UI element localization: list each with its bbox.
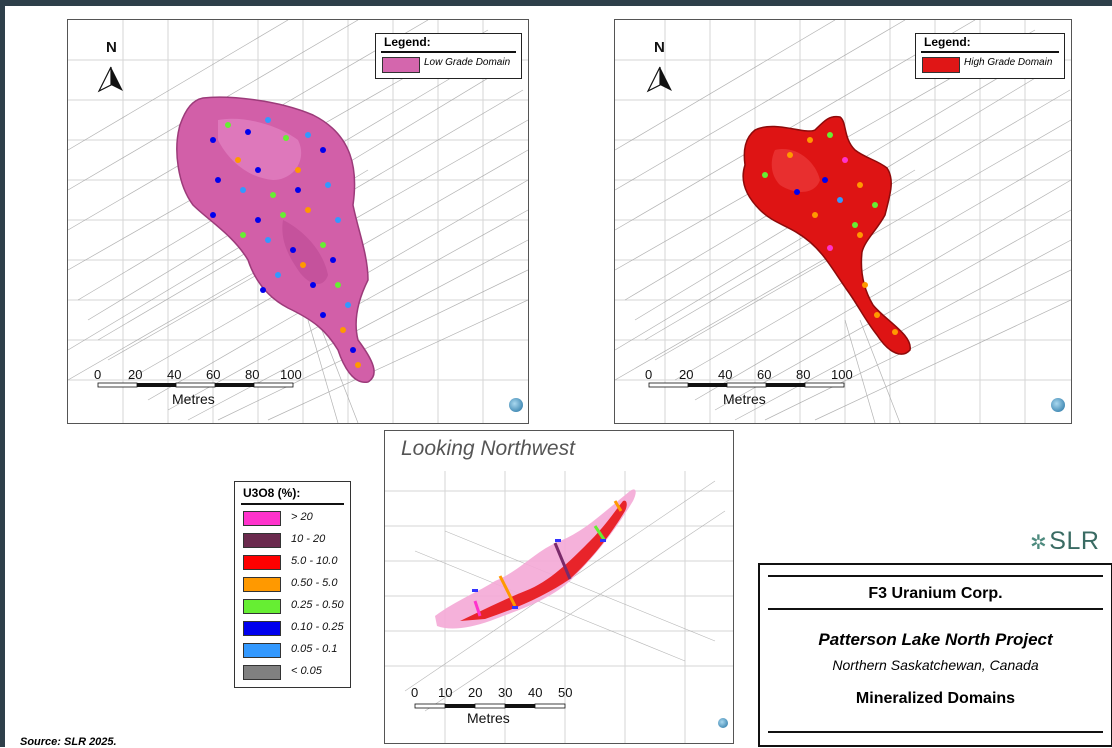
- high-grade-map-graphic: [615, 20, 1071, 423]
- swatch: [243, 511, 281, 526]
- legend-item-label: 0.25 - 0.50: [291, 599, 344, 611]
- north-label: N: [654, 39, 665, 56]
- scale-tick: 40: [167, 367, 182, 382]
- legend-divider: [921, 51, 1059, 53]
- legend-label: Low Grade Domain: [424, 57, 511, 68]
- section-scalebar-graphic: [414, 703, 566, 709]
- scale-tick: 0: [94, 367, 102, 382]
- swatch: [243, 599, 281, 614]
- legend-title: Legend:: [384, 35, 431, 49]
- scale-tick: 80: [245, 367, 260, 382]
- low-grade-legend: Legend: Low Grade Domain: [375, 33, 522, 79]
- u3o8-grade-legend: U3O8 (%): > 20 10 - 20 5.0 - 10.0 0.50 -…: [234, 481, 351, 688]
- legend-label: High Grade Domain: [964, 57, 1053, 68]
- swatch: [243, 555, 281, 570]
- orientation-globe-icon: [1051, 398, 1065, 412]
- legend-item: 5.0 - 10.0: [243, 553, 348, 571]
- scale-tick: 0: [411, 685, 419, 700]
- scale-unit: Metres: [172, 391, 215, 407]
- swatch: [243, 643, 281, 658]
- scale-tick: 0: [645, 367, 653, 382]
- legend-title: Legend:: [924, 35, 971, 49]
- legend-item: > 20: [243, 509, 348, 527]
- legend-item: < 0.05: [243, 663, 348, 681]
- high-grade-legend: Legend: High Grade Domain: [915, 33, 1065, 79]
- low-grade-scalebar-graphic: [97, 382, 294, 388]
- slr-logo-text: SLR: [1049, 527, 1100, 555]
- title-block: F3 Uranium Corp. Patterson Lake North Pr…: [758, 563, 1112, 747]
- legend-divider: [381, 51, 516, 53]
- scale-tick: 60: [206, 367, 221, 382]
- legend-item-label: > 20: [291, 511, 313, 523]
- title-block-rule: [768, 575, 1103, 577]
- view-direction-title: Looking Northwest: [401, 437, 575, 460]
- scale-unit: Metres: [467, 710, 510, 726]
- figure-title: Mineralized Domains: [855, 690, 1016, 707]
- scale-tick: 40: [718, 367, 733, 382]
- legend-divider: [241, 503, 344, 505]
- legend-item: 10 - 20: [243, 531, 348, 549]
- section-view: Looking Northwest 0 10 20 30 40 50 Metre…: [384, 430, 734, 744]
- north-label: N: [106, 39, 117, 56]
- high-grade-swatch: [922, 57, 960, 73]
- title-block-rule: [768, 608, 1103, 610]
- slr-asterisk-icon: ✲: [1030, 532, 1048, 554]
- low-grade-map-graphic: [68, 20, 528, 423]
- legend-item: 0.25 - 0.50: [243, 597, 348, 615]
- legend-item-label: < 0.05: [291, 665, 322, 677]
- legend-item: 0.05 - 0.1: [243, 641, 348, 659]
- scale-tick: 60: [757, 367, 772, 382]
- swatch: [243, 621, 281, 636]
- legend-item-label: 0.05 - 0.1: [291, 643, 338, 655]
- scale-unit: Metres: [723, 391, 766, 407]
- section-view-graphic: [385, 471, 733, 743]
- window-frame-left: [0, 0, 5, 747]
- scale-tick: 50: [558, 685, 573, 700]
- legend-item: 0.50 - 5.0: [243, 575, 348, 593]
- window-frame-top: [0, 0, 1112, 6]
- high-grade-plan-view: N Legend: High Grade Domain 0 20 40 60 8…: [614, 19, 1072, 424]
- scale-tick: 20: [468, 685, 483, 700]
- legend-item-label: 0.50 - 5.0: [291, 577, 338, 589]
- scale-tick: 20: [679, 367, 694, 382]
- scale-tick: 40: [528, 685, 543, 700]
- swatch: [243, 533, 281, 548]
- company-name: F3 Uranium Corp.: [868, 585, 1003, 602]
- source-note: Source: SLR 2025.: [20, 736, 117, 748]
- low-grade-plan-view: N Legend: Low Grade Domain 0 20 40 60 80…: [67, 19, 529, 424]
- scale-tick: 10: [438, 685, 453, 700]
- low-grade-swatch: [382, 57, 420, 73]
- slr-logo: ✲SLR: [1030, 527, 1099, 556]
- u3o8-legend-title: U3O8 (%):: [243, 486, 301, 500]
- high-grade-scalebar-graphic: [648, 382, 845, 388]
- scale-tick: 30: [498, 685, 513, 700]
- legend-item-label: 0.10 - 0.25: [291, 621, 344, 633]
- scale-tick: 80: [796, 367, 811, 382]
- project-location: Northern Saskatchewan, Canada: [832, 657, 1039, 673]
- scale-tick: 100: [831, 367, 853, 382]
- scale-tick: 20: [128, 367, 143, 382]
- legend-item-label: 10 - 20: [291, 533, 326, 545]
- project-name: Patterson Lake North Project: [818, 630, 1053, 649]
- legend-item: 0.10 - 0.25: [243, 619, 348, 637]
- swatch: [243, 665, 281, 680]
- legend-item-label: 5.0 - 10.0: [291, 555, 338, 567]
- swatch: [243, 577, 281, 592]
- orientation-globe-icon: [718, 718, 728, 728]
- orientation-globe-icon: [509, 398, 523, 412]
- scale-tick: 100: [280, 367, 302, 382]
- title-block-rule: [768, 731, 1103, 733]
